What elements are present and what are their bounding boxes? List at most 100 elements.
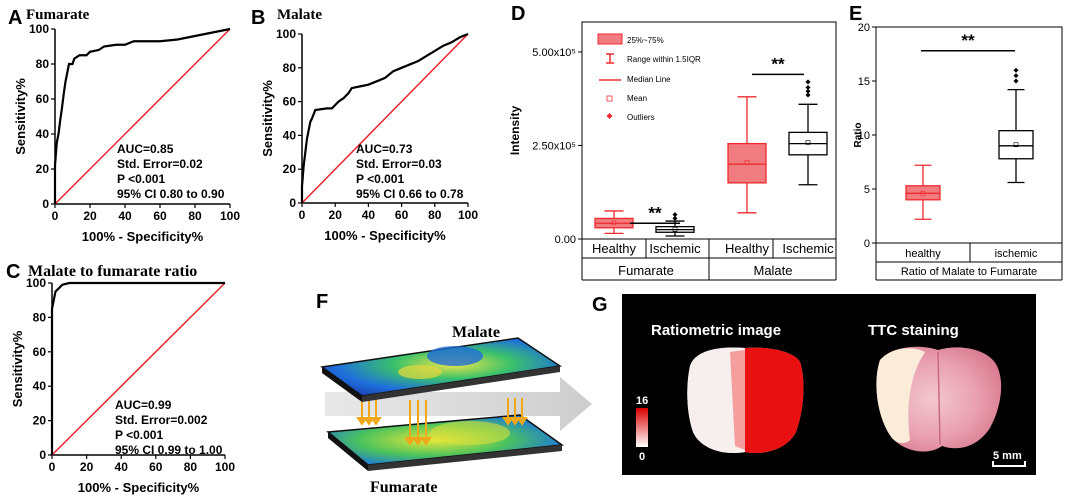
panel-label-g: G [592, 294, 608, 316]
legend-swatch-outlier [606, 113, 613, 119]
category-label: Healthy [592, 241, 637, 256]
y-tick-label: 5.00x10⁵ [532, 47, 576, 59]
y-tick-label: 60 [33, 345, 47, 359]
x-tick-label: 60 [149, 460, 163, 474]
x-tick-label: 100 [458, 208, 478, 222]
reference-line [54, 28, 231, 205]
y-tick-label: 0 [289, 196, 296, 210]
box-panel-d: D 0.00 2.50x10⁵ 5.00x10⁵ Intensity ** ** Healt… [508, 3, 837, 281]
category-label: healthy [905, 248, 941, 260]
category-label: Ischemic [782, 241, 834, 256]
x-tick-label: 60 [153, 209, 167, 223]
annotation-line: 95% CI 0.80 to 0.90 [117, 187, 225, 201]
y-tick-label: 0 [39, 448, 46, 462]
ratiometric-title: Ratiometric image [651, 322, 781, 339]
legend-swatch-box [597, 33, 623, 45]
y-tick-label: 15 [858, 76, 870, 88]
y-tick-label: 20 [858, 22, 870, 34]
panel-label-f: F [316, 291, 328, 313]
x-tick-label: 40 [362, 208, 376, 222]
y-tick-label: 40 [283, 128, 297, 142]
x-tick-label: 0 [52, 209, 59, 223]
x-tick-label: 40 [115, 460, 129, 474]
fumarate-layer-label: Fumarate [370, 479, 438, 496]
group-label: Fumarate [618, 263, 674, 278]
outlier-point [805, 92, 811, 98]
roc-panel-a: A Fumarate 00 20 20 40 40 60 60 80 80 100 100 100% … [8, 7, 240, 244]
box-0 [594, 210, 634, 235]
fumarate-layer [326, 414, 565, 471]
x-tick-label: 40 [118, 209, 132, 223]
y-tick-label: 0.00 [555, 234, 576, 246]
y-tick-label: 60 [36, 92, 50, 106]
annotation-line: P <0.001 [117, 172, 165, 186]
legend-item-3: Mean [627, 94, 647, 103]
x-axis-label: 100% - Specificity% [78, 480, 200, 495]
outlier-point [672, 212, 678, 218]
mean-marker [744, 160, 750, 165]
annotation-line: AUC=0.73 [356, 142, 413, 156]
y-tick-label: 80 [33, 310, 47, 324]
mean-marker [805, 140, 811, 145]
y-tick-label: 80 [283, 61, 297, 75]
panel-a-title: Fumarate [26, 7, 90, 23]
y-tick-label: 100 [276, 27, 296, 41]
y-axis-label: Intensity [508, 106, 522, 156]
reference-line [301, 33, 469, 204]
plot-frame [875, 26, 1063, 244]
annotation-line: AUC=0.85 [117, 142, 174, 156]
x-tick-label: 80 [428, 208, 442, 222]
y-tick-label: 60 [283, 95, 297, 109]
box-chart-e: 0 5 10 15 20 Ratio ** healthy ischemic Ratio of M… [853, 22, 1063, 281]
roc-chart-c: 00 20 20 40 40 60 60 80 80 100 100 100% - Specifici… [10, 276, 235, 495]
significance-label: ** [648, 203, 662, 222]
x-tick-label: 20 [83, 209, 97, 223]
box-body [727, 142, 767, 184]
arrow-shape [325, 377, 592, 431]
box-panel-e: E 0 5 10 15 20 Ratio ** healthy ischemic Ratio of… [849, 3, 1063, 281]
annotation-line: Std. Error=0.002 [115, 413, 208, 427]
y-tick-label: 0 [864, 238, 870, 250]
x-tick-label: 80 [188, 209, 202, 223]
box-chart-d: 0.00 2.50x10⁵ 5.00x10⁵ Intensity ** ** Healthy… [508, 21, 837, 281]
y-tick-label: 20 [36, 162, 50, 176]
significance-label: ** [961, 31, 975, 50]
ttc-brain-image [876, 346, 1002, 452]
y-axis-label: Sensitivity% [13, 78, 28, 155]
scale-bar: 5 mm [992, 450, 1026, 467]
category-label: ischemic [995, 248, 1038, 260]
legend-d: 25%~75% Range within 1.5IQR Median Line … [597, 33, 701, 122]
mean-marker [611, 220, 617, 226]
panel-label-b: B [251, 7, 265, 29]
outlier-point [1013, 67, 1019, 73]
annotation-line: P <0.001 [356, 172, 404, 186]
annotation-line: 95% CI 0.66 to 0.78 [356, 187, 464, 201]
x-tick-label: 20 [80, 460, 94, 474]
panel-f-layers: F Malate [316, 291, 592, 496]
roc-curve [50, 281, 225, 455]
outlier-point [805, 88, 811, 94]
y-tick-label: 40 [33, 379, 47, 393]
legend-swatch-range [606, 53, 614, 64]
significance-label: ** [771, 54, 785, 73]
y-axis-label: Sensitivity% [260, 80, 275, 157]
annotation-line: Std. Error=0.03 [356, 157, 442, 171]
y-tick-label: 5 [864, 184, 870, 196]
roc-curve [300, 32, 469, 203]
y-axis-label: Sensitivity% [10, 330, 25, 407]
y-tick-label: 100 [29, 22, 49, 36]
roc-curve [53, 27, 231, 204]
outlier-point [805, 79, 811, 85]
annotation-line: AUC=0.99 [115, 398, 172, 412]
scale-bar-label: 5 mm [993, 450, 1022, 462]
y-tick-label: 20 [33, 414, 47, 428]
panel-c-title: Malate to fumarate ratio [28, 263, 197, 280]
outlier-point [805, 84, 811, 90]
scale-min-label: 0 [639, 451, 645, 463]
roc-panel-c: C Malate to fumarate ratio 00 20 20 40 40 60 6… [6, 261, 235, 495]
y-tick-label: 2.50x10⁵ [532, 140, 576, 152]
annotation-line: 95% CI 0.99 to 1.00 [115, 443, 223, 457]
plot-frame [581, 21, 837, 240]
panel-label-d: D [511, 3, 525, 25]
